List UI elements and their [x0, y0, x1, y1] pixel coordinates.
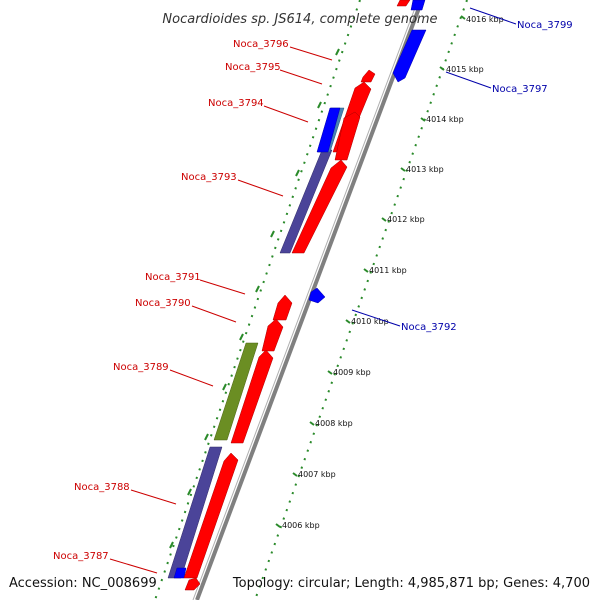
gene-noca-3792 — [308, 287, 326, 304]
genome-backbone-highlight — [192, 0, 419, 600]
gene-label-noca-3796[interactable]: Noca_3796 — [233, 39, 289, 50]
kbp-label-4013: 4013 kbp — [406, 165, 444, 174]
gene-label-noca-3797[interactable]: Noca_3797 — [492, 84, 548, 95]
gene-label-leaders — [109, 7, 517, 574]
gene-noca-3793 — [291, 159, 348, 254]
kbp-label-4008: 4008 kbp — [315, 419, 353, 428]
kbp-label-4007: 4007 kbp — [298, 470, 336, 479]
gene-label-noca-3790[interactable]: Noca_3790 — [135, 298, 191, 309]
gene-label-noca-3799[interactable]: Noca_3799 — [517, 20, 573, 31]
gene-noca-3790 — [272, 294, 293, 321]
gene-noca-3789 — [230, 349, 274, 444]
gene-noca-3796 — [360, 69, 376, 83]
kbp-label-4006: 4006 kbp — [282, 521, 320, 530]
kbp-label-4009: 4009 kbp — [333, 368, 371, 377]
forward-genes — [183, 0, 411, 591]
gene-label-noca-3787[interactable]: Noca_3787 — [53, 551, 109, 562]
kbp-tick-marks — [275, 15, 466, 528]
kbp-labels: 4016 kbp 4015 kbp 4014 kbp 4013 kbp 4012… — [282, 15, 504, 530]
gene-label-noca-3788[interactable]: Noca_3788 — [74, 482, 130, 493]
kbp-label-4010: 4010 kbp — [351, 317, 389, 326]
gene-label-noca-3792[interactable]: Noca_3792 — [401, 322, 457, 333]
kbp-label-4016: 4016 kbp — [466, 15, 504, 24]
gene-noca-3788 — [183, 452, 239, 579]
gene-noca-3797 — [392, 29, 427, 83]
gene-label-noca-3791[interactable]: Noca_3791 — [145, 272, 201, 283]
gene-label-group: Noca_3796 Noca_3795 Noca_3794 Noca_3793 … — [53, 20, 573, 562]
gene-label-noca-3794[interactable]: Noca_3794 — [208, 98, 264, 109]
accession-text: Accession: NC_008699 — [9, 576, 157, 591]
map-title: Nocardioides sp. JS614, complete genome — [162, 12, 437, 27]
gene-label-noca-3793[interactable]: Noca_3793 — [181, 172, 237, 183]
gene-noca-3796-arrow-top — [396, 0, 411, 7]
kbp-label-4015: 4015 kbp — [446, 65, 484, 74]
gene-noca-3799 — [410, 0, 426, 11]
reverse-genes — [308, 0, 427, 304]
kbp-label-4011: 4011 kbp — [369, 266, 407, 275]
kbp-label-4014: 4014 kbp — [426, 115, 464, 124]
gene-noca-3794 — [334, 111, 361, 161]
gene-noca-3787 — [184, 577, 201, 591]
kbp-label-4012: 4012 kbp — [387, 215, 425, 224]
genome-summary-text: Topology: circular; Length: 4,985,871 bp… — [232, 576, 590, 591]
gene-block-noca-3794-inner — [316, 107, 341, 153]
cog-block-noca-3789 — [213, 342, 259, 441]
outer-guide-ticks — [169, 48, 340, 549]
gene-label-noca-3789[interactable]: Noca_3789 — [113, 362, 169, 373]
gene-noca-3790b — [261, 318, 284, 352]
gene-label-noca-3795[interactable]: Noca_3795 — [225, 62, 281, 73]
